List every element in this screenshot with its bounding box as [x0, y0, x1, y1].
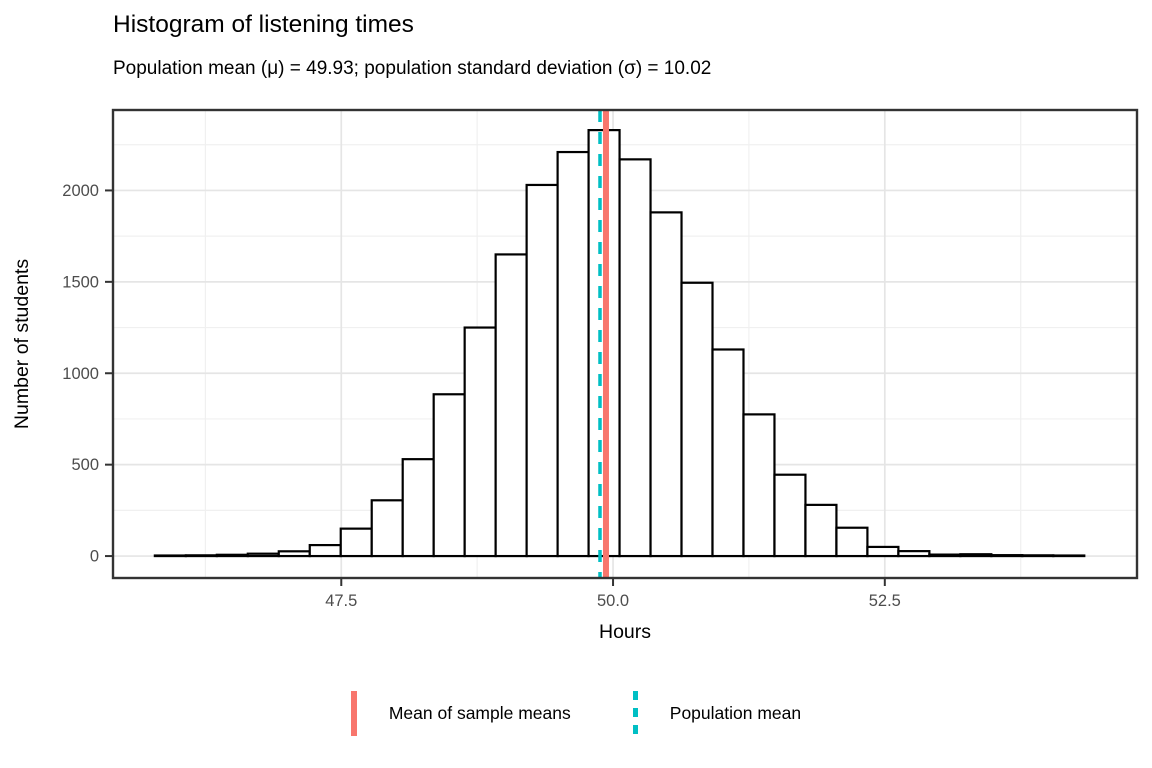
histogram-bar — [711, 348, 745, 558]
histogram-bar — [897, 550, 931, 558]
histogram-bar — [401, 458, 435, 558]
y-axis-title: Number of students — [11, 259, 33, 429]
histogram-bar — [1021, 554, 1055, 558]
histogram-bar — [184, 554, 218, 558]
histogram-bar — [804, 503, 838, 558]
legend: Mean of sample means Population mean — [0, 691, 1152, 736]
x-axis-tick-label: 50.0 — [597, 592, 629, 610]
histogram-bar — [339, 527, 373, 558]
chart-title: Histogram of listening times — [113, 11, 414, 38]
panel-border — [111, 108, 1139, 580]
legend-key-dashed-line-icon — [632, 691, 638, 736]
histogram-bar — [463, 326, 497, 558]
y-axis-tick-label: 500 — [71, 456, 99, 474]
histogram-bar — [742, 413, 776, 558]
y-axis-tick-label: 1500 — [62, 273, 99, 291]
chart-subtitle: Population mean (μ) = 49.93; population … — [113, 58, 712, 79]
histogram-bar — [525, 183, 559, 558]
histogram-bar — [432, 393, 466, 558]
legend-key-solid-line-icon — [350, 691, 357, 736]
histogram-bar — [370, 499, 404, 558]
histogram-bar — [494, 253, 528, 558]
legend-label-mean-of-sample-means: Mean of sample means — [388, 703, 571, 723]
x-axis-tick-label: 47.5 — [325, 592, 357, 610]
histogram-bar — [959, 553, 993, 558]
legend-entry-population-mean: Population mean — [632, 691, 802, 736]
histogram-bar — [308, 543, 342, 558]
y-axis-tick-label: 2000 — [62, 182, 99, 200]
histogram-bar — [680, 281, 714, 558]
y-axis-tick-label: 1000 — [62, 365, 99, 383]
histogram-bar — [649, 211, 683, 558]
histogram-bar — [277, 550, 311, 558]
histogram-bar — [835, 526, 869, 558]
histogram-bar — [773, 473, 807, 558]
histogram-bar — [990, 554, 1024, 558]
x-axis-tick-label: 52.5 — [869, 592, 901, 610]
legend-entry-mean-of-sample-means: Mean of sample means — [350, 691, 571, 736]
histogram-bar — [1052, 554, 1086, 558]
histogram-bar — [556, 150, 590, 558]
y-axis-tick-label: 0 — [90, 548, 99, 566]
histogram-bar — [618, 158, 652, 558]
histogram-bar — [215, 553, 249, 558]
x-axis-title: Hours — [599, 621, 651, 643]
histogram-bar — [153, 554, 187, 558]
legend-label-population-mean: Population mean — [669, 703, 802, 723]
histogram-bar — [928, 553, 962, 558]
histogram-bar — [866, 545, 900, 558]
histogram-bar — [246, 552, 280, 558]
